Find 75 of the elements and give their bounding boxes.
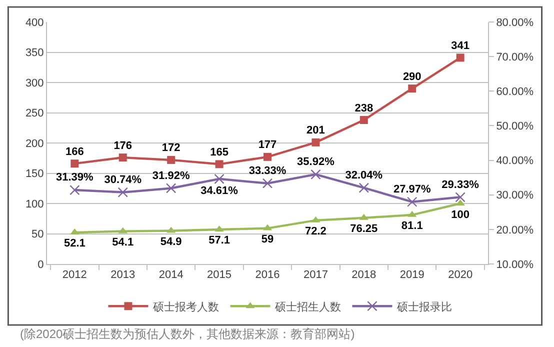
data-label: 34.61%	[200, 184, 238, 197]
x-tick-label: 2020	[448, 269, 473, 282]
y2-tick-label: 80.00%	[496, 16, 534, 29]
data-label: 341	[451, 40, 470, 52]
data-label: 81.1	[401, 220, 423, 232]
point	[456, 54, 464, 62]
legend-label: 硕士报考人数	[152, 300, 220, 314]
data-label: 176	[114, 140, 132, 152]
point	[118, 154, 127, 162]
point	[167, 156, 176, 164]
x-tick-label: 2013	[110, 269, 136, 282]
x-tick-label: 2017	[303, 269, 328, 282]
point	[214, 174, 224, 184]
x-tick-label: 2018	[352, 269, 376, 282]
y2-tick-label: 60.00%	[496, 86, 534, 98]
data-label: 35.92%	[297, 156, 335, 168]
y-tick-label: 50	[32, 228, 44, 241]
y-tick-label: 0	[38, 258, 44, 271]
point	[312, 138, 320, 146]
x-tick-label: 2015	[207, 269, 232, 282]
y-tick-label: 200	[25, 138, 44, 150]
data-label: 54.9	[160, 236, 182, 248]
point	[118, 187, 128, 198]
point	[408, 84, 416, 93]
data-label: 100	[451, 208, 470, 221]
data-label: 290	[402, 70, 422, 83]
data-label: 32.04%	[345, 169, 383, 182]
data-label: 172	[162, 142, 180, 154]
x-tick-label: 2019	[400, 269, 424, 282]
legend-label: 硕士招生人数	[274, 300, 342, 314]
data-label: 59	[261, 234, 274, 246]
point	[360, 116, 368, 124]
x-tick-label: 2012	[62, 269, 87, 282]
point	[358, 182, 370, 193]
point	[215, 160, 224, 168]
data-label: 72.2	[305, 226, 326, 238]
text: (除2020硕士招生数为预估人数外，其他数据来源：教育部网站)	[20, 327, 355, 341]
data-label: 30.74%	[104, 174, 142, 186]
point	[262, 178, 273, 188]
point	[455, 192, 466, 202]
point	[310, 169, 321, 180]
y-tick-label: 150	[25, 168, 44, 180]
y-tick-label: 100	[25, 198, 44, 210]
point	[166, 183, 176, 194]
y-tick-label: 250	[25, 108, 44, 120]
y2-tick-label: 50.00%	[496, 120, 534, 133]
data-label: 165	[210, 146, 228, 158]
data-label: 76.25	[350, 223, 378, 236]
data-label: 31.39%	[56, 172, 94, 184]
y2-tick-label: 40.00%	[496, 155, 534, 168]
data-label: 201	[306, 124, 325, 137]
data-label: 238	[354, 102, 374, 114]
y-tick-label: 300	[25, 77, 44, 90]
y2-tick-label: 70.00%	[496, 51, 534, 64]
data-label: 177	[258, 139, 277, 152]
point	[264, 152, 272, 161]
point	[70, 160, 79, 168]
data-label: 27.97%	[393, 184, 431, 196]
y2-tick-label: 10.00%	[496, 258, 534, 271]
point	[407, 196, 418, 207]
y-tick-label: 400	[25, 16, 44, 29]
data-label: 33.33%	[248, 164, 286, 177]
y2-tick-label: 20.00%	[496, 224, 534, 236]
x-tick-label: 2016	[255, 269, 280, 282]
y2-tick-label: 30.00%	[496, 190, 534, 202]
point	[70, 184, 80, 196]
data-label: 52.1	[64, 238, 86, 250]
data-label: 29.33%	[442, 178, 480, 191]
legend-label: 硕士报录比	[396, 300, 452, 314]
data-label: 57.1	[208, 234, 230, 247]
data-label: 166	[65, 146, 84, 158]
x-tick-label: 2014	[158, 269, 184, 282]
y-tick-label: 350	[25, 47, 44, 60]
data-label: 54.1	[112, 236, 134, 249]
data-label: 31.92%	[152, 170, 190, 182]
